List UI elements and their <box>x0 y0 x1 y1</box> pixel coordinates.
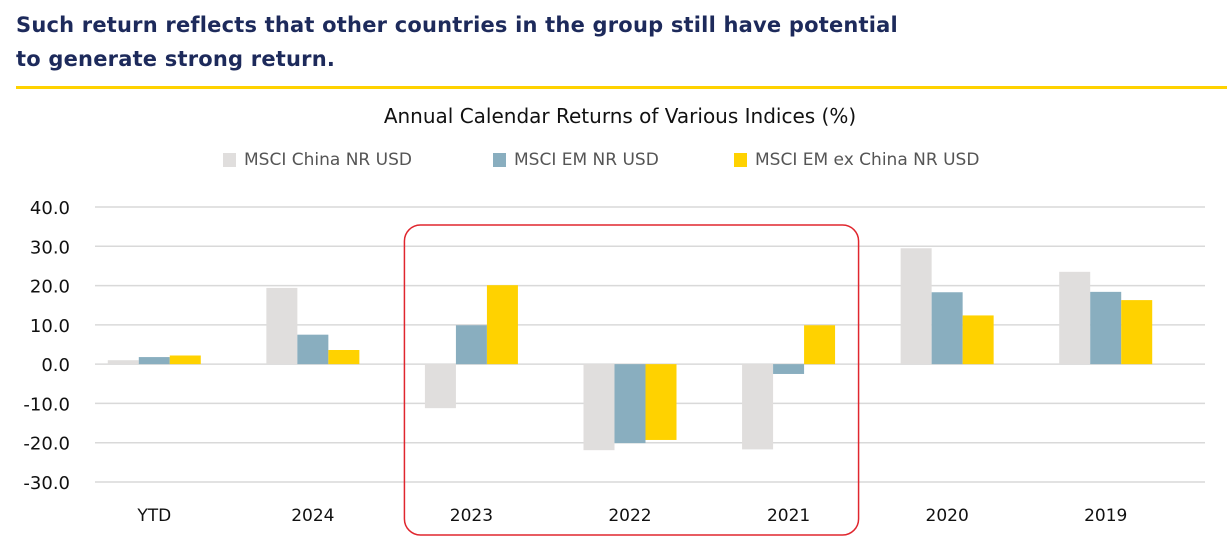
bar-2022-series-2 <box>645 364 677 440</box>
legend-item-em: MSCI EM NR USD <box>493 150 659 170</box>
bar-2019-series-1 <box>1090 291 1122 365</box>
legend-label-em: MSCI EM NR USD <box>514 150 659 170</box>
bar-2020-series-2 <box>962 315 994 365</box>
bar-2019-series-2 <box>1121 300 1153 365</box>
x-tick-label: 2022 <box>608 506 651 526</box>
bar-YTD-series-1 <box>138 357 170 365</box>
bar-2022-series-1 <box>614 364 646 444</box>
y-tick-label: -10.0 <box>23 394 70 415</box>
legend-item-em-ex-china: MSCI EM ex China NR USD <box>734 150 979 170</box>
x-tick-label: YTD <box>136 506 171 526</box>
bar-2023-series-2 <box>486 285 518 365</box>
legend-swatch-em-ex-china <box>734 153 747 167</box>
legend-item-china: MSCI China NR USD <box>223 150 412 170</box>
bar-2021-series-0 <box>742 364 774 450</box>
bar-2021-series-1 <box>773 364 805 374</box>
headline-line-2: to generate strong return. <box>16 47 336 71</box>
x-tick-label: 2023 <box>450 506 493 526</box>
bar-2024-series-1 <box>297 334 329 365</box>
legend-swatch-china <box>223 153 236 167</box>
highlight-box <box>403 224 860 536</box>
y-tick-label: -30.0 <box>23 473 70 494</box>
bar-2023-series-1 <box>455 325 487 365</box>
chart-title: Annual Calendar Returns of Various Indic… <box>383 104 857 128</box>
bar-2019-series-0 <box>1059 271 1091 365</box>
legend-label-china: MSCI China NR USD <box>244 150 412 170</box>
headline-line-1: Such return reflects that other countrie… <box>16 13 898 37</box>
x-tick-label: 2020 <box>926 506 969 526</box>
y-tick-label: 30.0 <box>30 237 70 258</box>
bar-YTD-series-0 <box>107 360 139 365</box>
bar-2024-series-0 <box>266 287 298 365</box>
bar-2024-series-2 <box>328 350 360 365</box>
x-tick-label: 2019 <box>1084 506 1127 526</box>
bar-2022-series-0 <box>583 364 615 451</box>
legend-label-em-ex-china: MSCI EM ex China NR USD <box>755 150 980 170</box>
y-tick-label: 20.0 <box>30 277 70 298</box>
y-tick-label: 0.0 <box>41 355 70 376</box>
x-tick-label: 2021 <box>767 506 810 526</box>
bar-YTD-series-2 <box>169 355 201 365</box>
y-tick-label: 40.0 <box>30 198 70 219</box>
bar-2020-series-0 <box>900 248 932 365</box>
chart-legend: MSCI China NR USD MSCI EM NR USD MSCI EM… <box>0 150 1227 176</box>
bar-2020-series-1 <box>931 292 963 365</box>
bar-2021-series-2 <box>804 325 836 365</box>
divider-rule <box>16 86 1227 89</box>
bar-2023-series-0 <box>424 364 456 409</box>
y-tick-label: -20.0 <box>23 434 70 455</box>
x-tick-label: 2024 <box>291 506 334 526</box>
legend-swatch-em <box>493 153 506 167</box>
headline: Such return reflects that other countrie… <box>16 8 898 76</box>
y-tick-label: 10.0 <box>30 316 70 337</box>
